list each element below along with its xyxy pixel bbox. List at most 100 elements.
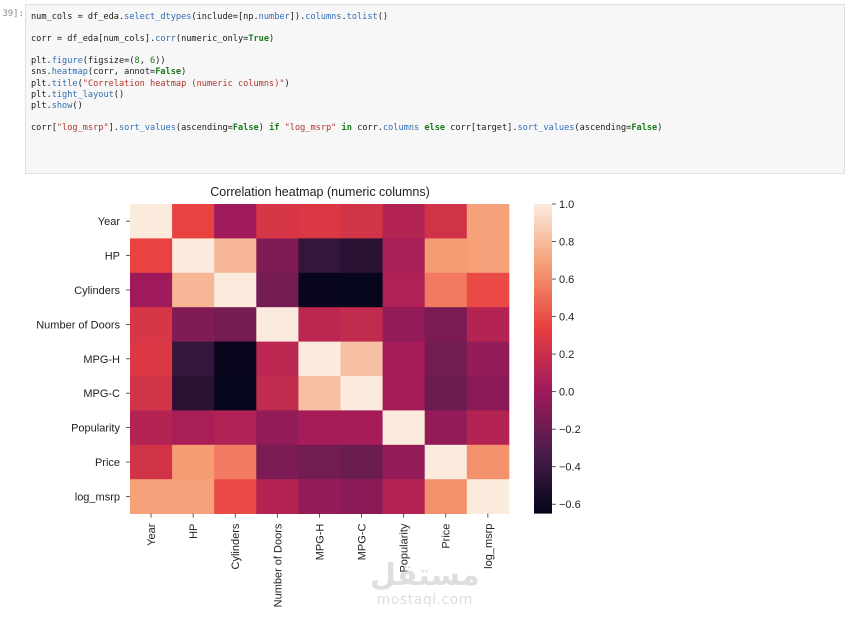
heatmap-cell (466, 410, 510, 446)
heatmap-cell (130, 341, 173, 377)
watermark-logo: مستقل mostaql.com (370, 558, 480, 609)
cell-prompt: 39]: (2, 9, 24, 19)
colorbar-tick-label: 0.8 (559, 237, 574, 249)
y-tick-label: log_msrp (75, 491, 120, 503)
heatmap-cell (256, 307, 299, 342)
x-tick-label: Number of Doors (272, 523, 284, 607)
heatmap-cell (298, 479, 341, 514)
heatmap-cell (382, 376, 426, 411)
code-line: corr = df_eda[num_cols].corr(numeric_onl… (31, 34, 275, 45)
code-line (31, 23, 662, 34)
x-tick-label: Price (441, 524, 453, 549)
y-tick-label: HP (105, 251, 120, 263)
x-tick-label: log_msrp (483, 524, 495, 569)
heatmap-cell (466, 444, 510, 480)
heatmap-cell (130, 272, 173, 308)
heatmap-cell (256, 479, 299, 514)
y-tick-label: Popularity (71, 423, 120, 435)
heatmap-cell (256, 272, 299, 308)
heatmap-cell (340, 410, 383, 446)
heatmap-cell (340, 444, 383, 480)
heatmap-cell (172, 376, 215, 411)
heatmap-cell (424, 444, 468, 480)
heatmap-cell (214, 238, 257, 274)
heatmap-cell (214, 444, 257, 480)
code-editor[interactable]: num_cols = df_eda.select_dtypes(include=… (31, 12, 662, 134)
heatmap-cell (256, 376, 299, 411)
cell-output: Correlation heatmap (numeric columns) Ye… (0, 180, 600, 624)
heatmap-cell (382, 410, 426, 446)
heatmap-cell (466, 272, 510, 308)
heatmap-cell (172, 238, 215, 274)
heatmap-cell (214, 479, 257, 514)
heatmap-cell (340, 479, 383, 514)
heatmap-cell (256, 410, 299, 446)
colorbar-tick-label: 1.0 (559, 199, 574, 211)
colorbar-tick-label: −0.4 (559, 462, 581, 474)
heatmap-cell (382, 307, 426, 342)
heatmap-cell (424, 272, 468, 308)
heatmap-cell (130, 410, 173, 446)
heatmap-cell (130, 307, 173, 342)
heatmap-cell (256, 341, 299, 377)
heatmap-cell (256, 204, 299, 239)
code-line: sns.heatmap(corr, annot=False) (31, 67, 187, 78)
heatmap-cell (298, 238, 341, 274)
heatmap-cell (256, 238, 299, 274)
code-line: corr["log_msrp"].sort_values(ascending=F… (31, 122, 663, 133)
heatmap-cell (466, 204, 510, 239)
heatmap-cell (298, 410, 341, 446)
heatmap-cell (424, 376, 468, 411)
heatmap-cell (424, 204, 468, 239)
y-tick-label: Cylinders (74, 285, 120, 297)
colorbar-tick-label: −0.2 (559, 424, 581, 436)
heatmap-cell (172, 479, 215, 514)
heatmap-cell (340, 204, 383, 239)
heatmap-cell (382, 272, 426, 308)
code-line: plt.show() (31, 100, 83, 111)
correlation-heatmap: Correlation heatmap (numeric columns) Ye… (36, 185, 581, 607)
colorbar (534, 204, 552, 514)
heatmap-cell (340, 341, 383, 377)
heatmap-cell (298, 444, 341, 480)
heatmap-cell (340, 376, 383, 411)
heatmap-cell (466, 341, 510, 377)
colorbar-tick-label: 0.6 (559, 274, 574, 286)
chart-title: Correlation heatmap (numeric columns) (210, 185, 430, 199)
code-line: plt.tight_layout() (31, 89, 125, 100)
heatmap-cell (466, 479, 510, 514)
x-tick-label: Year (146, 523, 158, 546)
heatmap-cell (214, 272, 257, 308)
heatmap-cell (214, 307, 257, 342)
heatmap-cell (130, 238, 173, 274)
heatmap-cell (172, 410, 215, 446)
heatmap-cell (298, 376, 341, 411)
heatmap-cell (256, 444, 299, 480)
heatmap-cell (382, 204, 426, 239)
y-tick-label: Price (95, 457, 120, 469)
heatmap-cell (214, 410, 257, 446)
colorbar-tick-label: 0.4 (559, 312, 574, 324)
code-line (31, 45, 662, 56)
heatmap-cell (424, 479, 468, 514)
heatmap-cell (172, 272, 215, 308)
code-line: num_cols = df_eda.select_dtypes(include=… (31, 12, 389, 22)
y-tick-label: Year (98, 216, 121, 228)
heatmap-cell (382, 444, 426, 480)
heatmap-cell (298, 272, 341, 308)
heatmap-cell (382, 479, 426, 514)
heatmap-cell (424, 238, 468, 274)
colorbar-tick-label: 0.0 (559, 387, 574, 399)
x-tick-label: MPG-H (314, 524, 326, 561)
heatmap-cell (424, 307, 468, 342)
heatmap-cell (382, 238, 426, 274)
code-cell[interactable]: num_cols = df_eda.select_dtypes(include=… (25, 4, 845, 174)
heatmap-cell (130, 479, 173, 514)
heatmap-cell (340, 238, 383, 274)
heatmap-cell (214, 204, 257, 239)
heatmap-cell (214, 376, 257, 411)
x-tick-label: Cylinders (230, 523, 242, 569)
heatmap-cell (466, 307, 510, 342)
x-tick-label: MPG-C (357, 524, 369, 561)
heatmap-cell (172, 204, 215, 239)
